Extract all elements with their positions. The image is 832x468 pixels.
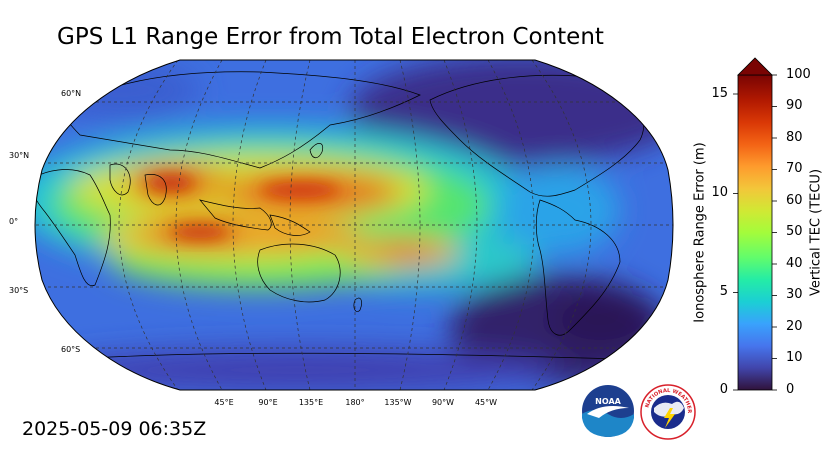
lat-label-0: 0° [9, 217, 19, 226]
lon-label-180: 180° [345, 398, 365, 407]
cb-right-tick-40: 40 [786, 256, 803, 271]
cb-right-tick-20: 20 [786, 319, 803, 334]
cb-right-tick-30: 30 [786, 287, 803, 302]
cb-left-tick-15: 15 [711, 86, 728, 101]
left-axis-title: Ionosphere Range Error (m) [692, 142, 708, 323]
cb-right-tick-0: 0 [786, 382, 795, 397]
lon-label-135w: 135°W [384, 398, 412, 407]
lat-label-60n: 60°N [61, 89, 82, 98]
lon-label-90e: 90°E [258, 398, 278, 407]
lon-label-135e: 135°E [298, 398, 324, 407]
cb-right-tick-50: 50 [786, 224, 803, 239]
lon-label-90w: 90°W [431, 398, 455, 407]
lat-label-30s: 30°S [9, 286, 29, 295]
right-axis-title: Vertical TEC (TECU) [808, 168, 824, 297]
coastlines [35, 69, 653, 361]
lon-label-45w: 45°W [474, 398, 498, 407]
cb-right-tick-90: 90 [786, 98, 803, 113]
lat-label-30n: 30°N [9, 151, 30, 160]
cb-left-tick-10: 10 [711, 185, 728, 200]
right-ticks [772, 74, 777, 391]
cb-right-tick-60: 60 [786, 193, 803, 208]
lon-label-45e: 45°E [214, 398, 234, 407]
timestamp: 2025-05-09 06:35Z [22, 418, 207, 440]
cb-left-tick-0: 0 [719, 382, 728, 397]
cb-right-tick-100: 100 [786, 67, 811, 82]
cb-left-tick-5: 5 [719, 284, 728, 299]
colorbar-extend-arrow [737, 57, 773, 76]
cb-right-tick-70: 70 [786, 161, 803, 176]
nws-logo-icon: NATIONAL WEATHER SERVICE [640, 384, 696, 440]
noaa-logo-text: NOAA [595, 397, 621, 406]
left-ticks [733, 93, 738, 391]
map-title: GPS L1 Range Error from Total Electron C… [57, 24, 604, 50]
graticule [35, 60, 673, 390]
cb-right-tick-10: 10 [786, 350, 803, 365]
noaa-logo-icon: NOAA [582, 385, 634, 437]
colorbar-gradient [737, 74, 773, 391]
lat-label-60s: 60°S [61, 345, 81, 354]
cb-right-tick-80: 80 [786, 130, 803, 145]
